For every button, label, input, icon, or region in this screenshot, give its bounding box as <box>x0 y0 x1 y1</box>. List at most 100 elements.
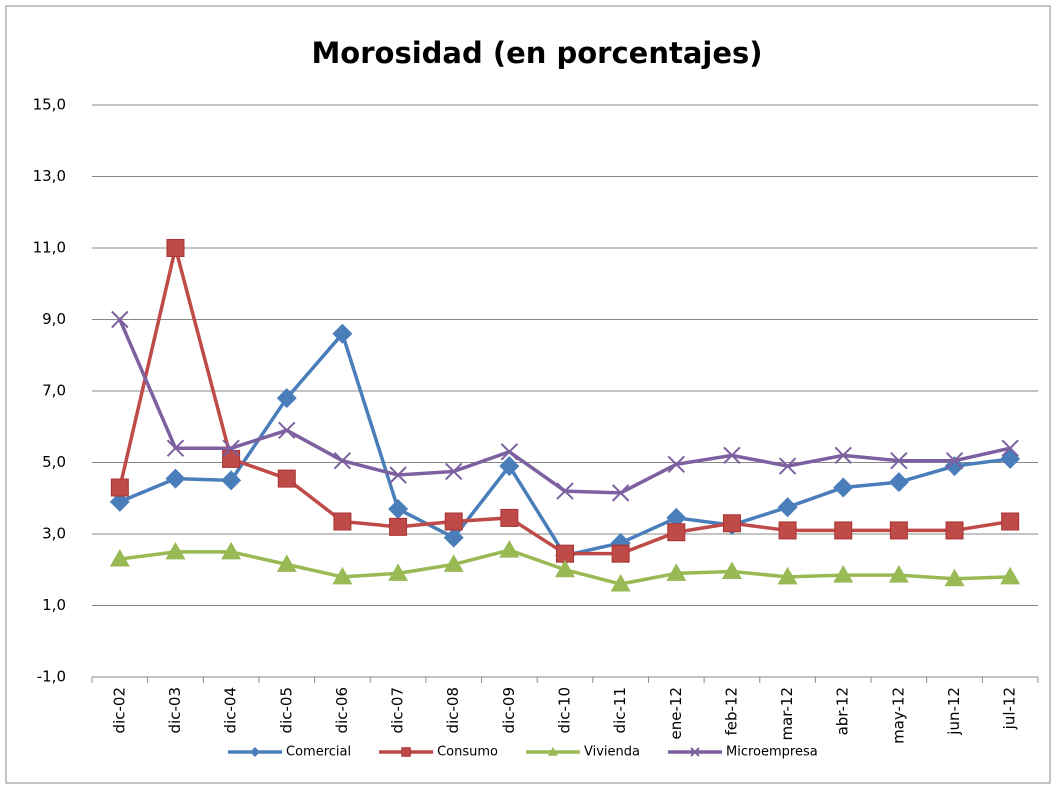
marker <box>667 455 686 473</box>
marker <box>277 469 296 488</box>
marker <box>778 457 797 475</box>
x-tick-label: dic-05 <box>277 687 295 733</box>
marker <box>388 498 409 519</box>
marker <box>333 512 352 531</box>
marker <box>611 544 630 563</box>
marker <box>109 549 130 567</box>
x-tick-label: dic-09 <box>500 687 518 733</box>
marker <box>777 497 798 518</box>
legend-label: Vivienda <box>584 745 640 760</box>
marker <box>690 747 700 757</box>
marker <box>945 452 964 470</box>
marker <box>388 563 409 581</box>
marker <box>499 456 520 477</box>
x-tick-label: abr-12 <box>834 687 852 735</box>
marker <box>555 559 575 578</box>
marker <box>556 544 574 563</box>
marker <box>444 462 463 481</box>
marker <box>833 565 854 583</box>
x-tick-label: feb-12 <box>722 687 740 736</box>
y-tick-label: 7,0 <box>42 382 66 400</box>
marker <box>389 466 407 484</box>
x-tick-label: jun-12 <box>945 687 963 736</box>
legend-label: Comercial <box>286 745 351 760</box>
x-tick-label: dic-06 <box>333 687 351 733</box>
x-tick-label: jul-12 <box>1001 687 1019 730</box>
marker <box>401 747 411 757</box>
marker <box>165 468 186 489</box>
chart-frame <box>5 5 1051 784</box>
marker <box>722 514 741 533</box>
marker <box>443 554 464 572</box>
chart-title: Morosidad (en porcentajes) <box>311 36 762 70</box>
marker <box>548 747 558 756</box>
marker <box>499 540 520 558</box>
marker <box>221 541 242 560</box>
marker <box>833 477 854 498</box>
x-tick-label: dic-08 <box>444 687 462 733</box>
marker <box>888 472 909 493</box>
marker <box>276 554 297 572</box>
marker <box>166 239 185 257</box>
marker <box>890 452 908 470</box>
marker <box>667 523 686 542</box>
marker <box>944 568 965 587</box>
marker <box>500 508 519 527</box>
marker <box>778 521 797 540</box>
x-tick-label: may-12 <box>889 687 907 744</box>
marker <box>166 439 185 457</box>
marker <box>1000 566 1021 585</box>
marker <box>221 470 242 491</box>
marker <box>666 507 687 528</box>
marker <box>610 574 631 592</box>
marker <box>333 452 352 470</box>
x-tick-label: mar-12 <box>778 687 796 741</box>
marker <box>332 323 353 344</box>
x-tick-label: ene-12 <box>667 687 685 739</box>
marker <box>222 439 240 457</box>
marker <box>110 478 129 497</box>
marker <box>834 446 852 465</box>
marker <box>1001 439 1019 457</box>
marker <box>332 566 353 585</box>
marker <box>556 482 574 500</box>
x-tick-label: dic-11 <box>611 687 629 733</box>
marker <box>945 521 964 540</box>
x-tick-label: dic-04 <box>222 687 240 733</box>
marker <box>444 512 463 531</box>
marker <box>250 747 260 757</box>
marker <box>389 517 408 536</box>
marker <box>834 521 853 540</box>
legend-label: Microempresa <box>726 745 818 760</box>
legend-label: Consumo <box>437 745 498 760</box>
marker <box>109 491 130 512</box>
y-tick-label: -1,0 <box>37 668 66 686</box>
y-tick-label: 1,0 <box>42 596 66 614</box>
y-tick-label: 9,0 <box>42 310 66 328</box>
marker <box>276 388 297 409</box>
marker <box>443 527 464 548</box>
y-tick-label: 3,0 <box>42 525 66 543</box>
marker <box>723 446 741 465</box>
y-tick-label: 13,0 <box>33 167 66 185</box>
marker <box>666 563 687 581</box>
marker <box>888 565 909 583</box>
marker <box>500 443 519 461</box>
marker <box>111 310 129 329</box>
x-tick-label: dic-07 <box>389 687 407 733</box>
marker <box>611 484 630 502</box>
marker <box>165 541 186 560</box>
marker <box>278 421 296 440</box>
y-tick-label: 15,0 <box>33 96 66 114</box>
marker <box>889 521 908 540</box>
x-tick-label: dic-03 <box>166 687 184 733</box>
marker <box>721 561 742 580</box>
marker <box>222 449 241 468</box>
y-tick-label: 5,0 <box>42 453 66 471</box>
y-tick-label: 11,0 <box>33 239 66 257</box>
x-tick-label: dic-02 <box>110 687 128 733</box>
marker <box>1001 512 1020 531</box>
marker <box>777 566 798 585</box>
x-tick-label: dic-10 <box>556 687 574 733</box>
